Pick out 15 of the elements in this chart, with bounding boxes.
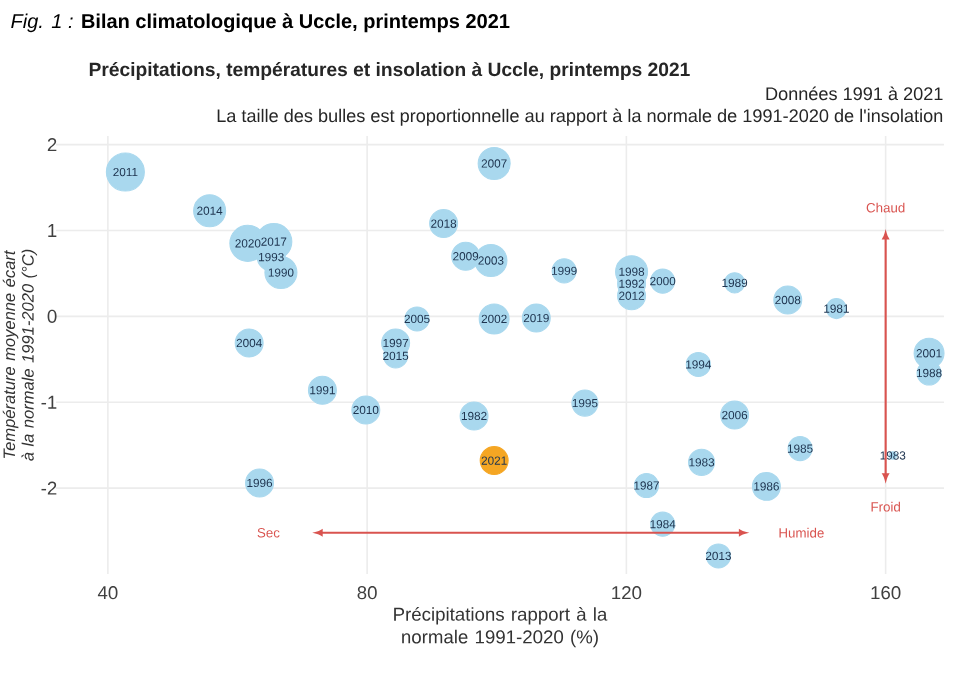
- text: La taille des bulles est proportionnelle au rapport à la normale de 1991-2020 de l'insolation: [217, 108, 943, 126]
- y-tick-label: -2: [41, 481, 57, 495]
- y-tick-label: 1: [48, 224, 57, 237]
- chart-title: Précipitations, températures et insolation à Uccle, printemps 2021: [89, 61, 690, 80]
- chart-subtitle: Données 1991 à 2021: [766, 86, 943, 101]
- x-tick-label: 80: [357, 586, 377, 600]
- x-tick-label: 160: [871, 586, 901, 600]
- x-tick-label: 120: [612, 586, 642, 600]
- x-axis-title: Précipitations rapport à la normale 1991-2020 (%): [394, 606, 608, 648]
- x-tick-label: 40: [97, 586, 118, 600]
- text: Fig. 1 : Bilan climatologique à Uccle, printemps 2021: [11, 13, 510, 33]
- y-tick-label: 2: [47, 138, 57, 152]
- y-axis-title: Température moyenne écart à la normale 1991-2020 (°C): [2, 249, 38, 461]
- y-tick-label: 0: [47, 309, 57, 323]
- y-tick-label: -1: [41, 395, 57, 409]
